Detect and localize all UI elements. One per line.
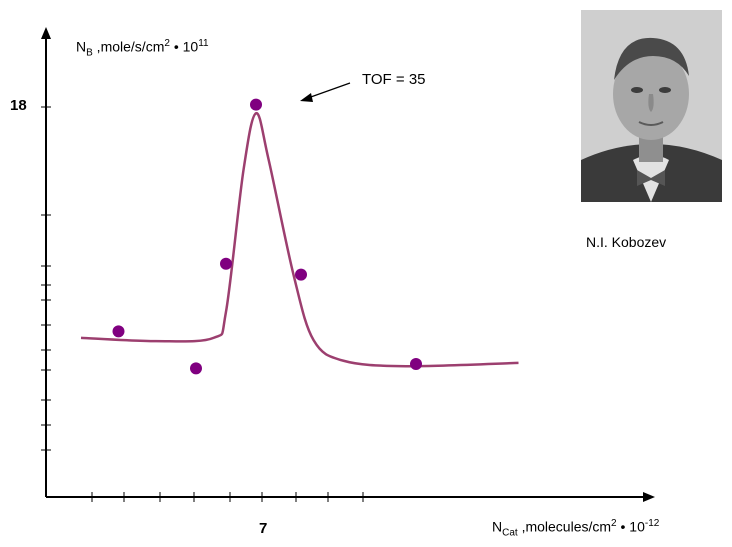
data-point — [250, 98, 262, 111]
data-point — [220, 257, 232, 270]
data-point — [190, 362, 202, 375]
data-point — [410, 358, 422, 371]
portrait-caption: N.I. Kobozev — [586, 234, 667, 250]
portrait-photo — [581, 10, 722, 202]
y-tick-label: 18 — [10, 97, 27, 114]
annotation-arrow-head — [300, 93, 313, 102]
y-axis-arrow — [41, 27, 51, 39]
annotation-arrow-line — [307, 82, 351, 99]
x-axis-arrow — [643, 492, 655, 502]
data-point — [295, 268, 307, 281]
y-axis-label: NB ,mole/s/cm2 • 1011 — [76, 38, 209, 59]
peak-annotation: TOF = 35 — [362, 71, 426, 88]
x-axis-label: NCat ,molecules/cm2 • 10-12 — [492, 518, 660, 539]
data-point — [112, 325, 125, 338]
x-tick-label: 7 — [259, 520, 268, 537]
fitted-curve — [80, 112, 519, 368]
